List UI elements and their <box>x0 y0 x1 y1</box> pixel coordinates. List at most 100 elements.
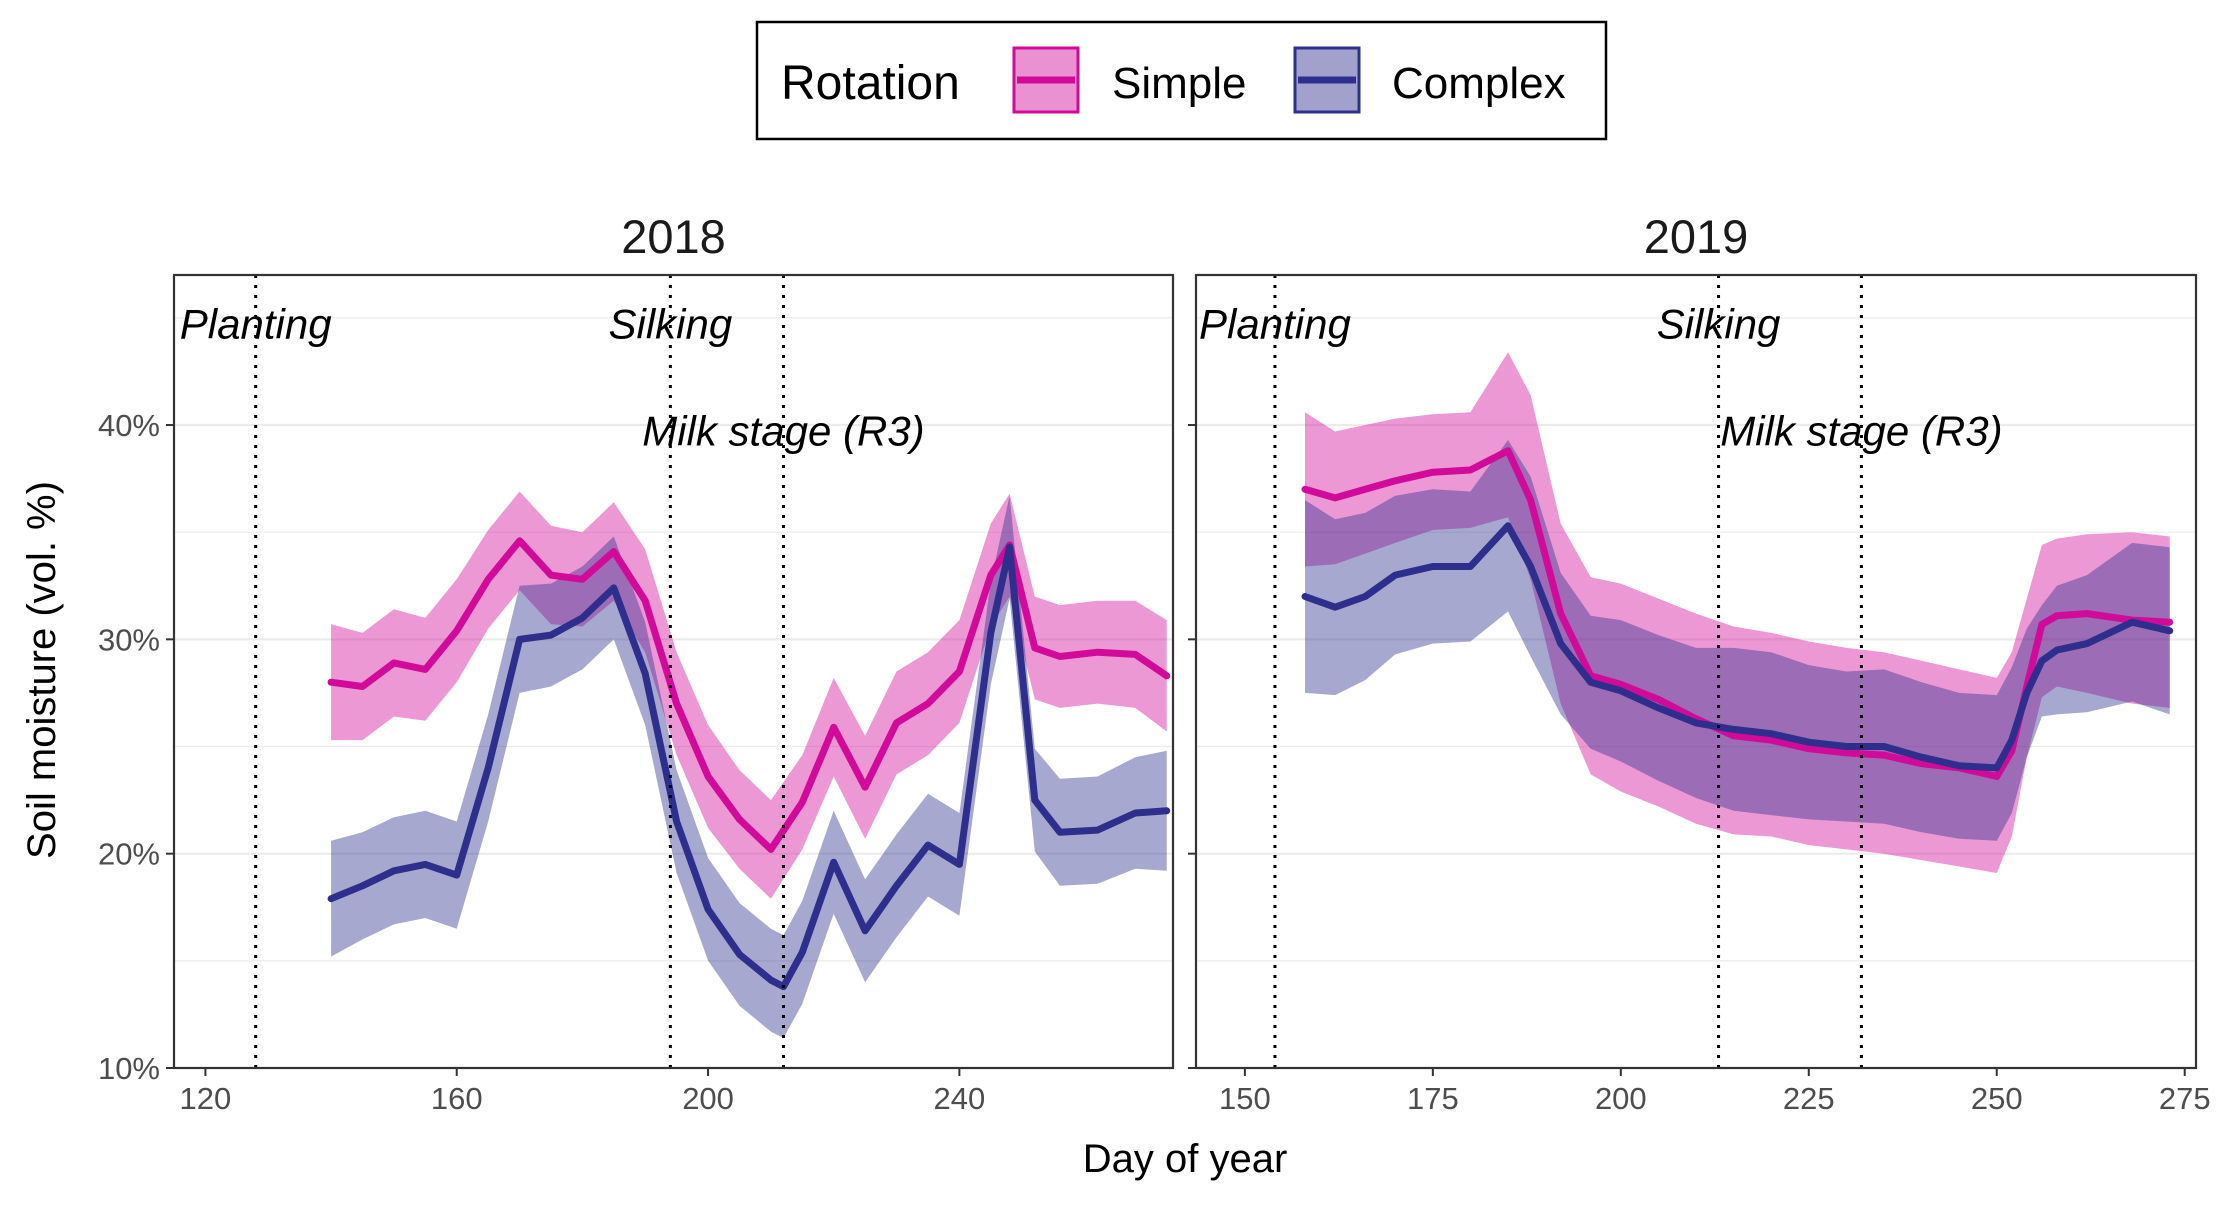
point-simple <box>1302 486 1308 492</box>
point-complex <box>2167 628 2173 634</box>
ribbon-complex <box>1305 440 2170 841</box>
x-tick-label: 120 <box>180 1081 232 1116</box>
point-complex <box>422 861 428 867</box>
point-simple <box>2039 621 2045 627</box>
point-simple <box>1132 651 1138 657</box>
point-simple <box>862 784 868 790</box>
point-simple <box>548 572 554 578</box>
point-simple <box>359 684 365 690</box>
point-simple <box>1332 495 1338 501</box>
point-complex <box>2084 641 2090 647</box>
x-tick-label: 175 <box>1407 1081 1459 1116</box>
point-simple <box>1095 649 1101 655</box>
annotation-label: Milk stage (R3) <box>1720 407 2002 454</box>
point-simple <box>1655 696 1661 702</box>
annotation-label: Silking <box>608 300 732 347</box>
point-complex <box>454 872 460 878</box>
x-axis-title: Day of year <box>1083 1137 1288 1181</box>
point-complex <box>1693 720 1699 726</box>
y-tick-label: 30% <box>98 622 160 657</box>
point-complex <box>611 585 617 591</box>
point-simple <box>674 701 680 707</box>
legend-key-simple <box>1012 46 1080 114</box>
point-complex <box>2054 647 2060 653</box>
point-complex <box>485 765 491 771</box>
point-simple <box>1919 761 1925 767</box>
point-complex <box>1618 688 1624 694</box>
series-line-complex <box>1301 522 2174 772</box>
ribbon-complex <box>331 495 1167 1038</box>
point-complex <box>1731 726 1737 732</box>
x-tick-label: 150 <box>1219 1081 1271 1116</box>
point-complex <box>359 883 365 889</box>
point-complex <box>705 906 711 912</box>
point-complex <box>1430 563 1436 569</box>
point-simple <box>485 576 491 582</box>
point-simple <box>736 816 742 822</box>
point-simple <box>1164 673 1170 679</box>
panel-title-2018: 2018 <box>621 210 726 263</box>
point-complex <box>1558 641 1564 647</box>
point-complex <box>1588 679 1594 685</box>
point-complex <box>768 977 774 983</box>
point-simple <box>1618 681 1624 687</box>
x-tick-label: 200 <box>1595 1081 1647 1116</box>
legend-title: Rotation <box>781 57 960 110</box>
y-tick-label: 40% <box>98 408 160 443</box>
point-simple <box>925 701 931 707</box>
point-simple <box>422 666 428 672</box>
point-simple <box>1994 774 2000 780</box>
point-complex <box>831 859 837 865</box>
legend-key-complex <box>1293 46 1361 114</box>
x-tick-label: 160 <box>431 1081 483 1116</box>
point-simple <box>2084 611 2090 617</box>
point-simple <box>799 799 805 805</box>
point-simple <box>1806 746 1812 752</box>
point-complex <box>1768 731 1774 737</box>
annotation-label: Planting <box>180 300 332 347</box>
point-complex <box>1032 797 1038 803</box>
point-simple <box>1768 737 1774 743</box>
annotation-label: Silking <box>1657 300 1781 347</box>
x-tick-label: 225 <box>1783 1081 1835 1116</box>
point-simple <box>642 598 648 604</box>
point-complex <box>674 819 680 825</box>
point-simple <box>1430 469 1436 475</box>
point-simple <box>611 548 617 554</box>
y-axis-title: Soil moisture (vol. %) <box>20 481 64 859</box>
x-tick-label: 200 <box>682 1081 734 1116</box>
point-complex <box>1806 739 1812 745</box>
y-tick-label: 10% <box>98 1051 160 1086</box>
point-simple <box>391 660 397 666</box>
point-complex <box>2024 690 2030 696</box>
point-complex <box>579 615 585 621</box>
series-line-simple <box>327 537 1171 853</box>
point-simple <box>454 628 460 634</box>
point-complex <box>925 842 931 848</box>
point-simple <box>517 538 523 544</box>
point-simple <box>328 679 334 685</box>
panels: 2018 Planting Silking Milk stage (R3) 10% 20%… <box>98 210 2211 1116</box>
point-complex <box>1057 829 1063 835</box>
panel-border <box>1194 273 2198 1070</box>
point-complex <box>1467 563 1473 569</box>
point-complex <box>1881 744 1887 750</box>
point-simple <box>1057 653 1063 659</box>
point-complex <box>1095 827 1101 833</box>
point-complex <box>2009 737 2015 743</box>
point-complex <box>2129 619 2135 625</box>
legend-label-complex: Complex <box>1392 59 1566 108</box>
point-complex <box>1843 744 1849 750</box>
series-line-simple <box>1301 447 2174 780</box>
annotation-label: Milk stage (R3) <box>642 407 924 454</box>
point-simple <box>705 774 711 780</box>
point-complex <box>1994 765 2000 771</box>
point-simple <box>831 724 837 730</box>
annotation-label: Planting <box>1199 300 1351 347</box>
point-complex <box>1007 544 1013 550</box>
point-complex <box>1164 808 1170 814</box>
point-complex <box>1919 754 1925 760</box>
panel-2018: 2018 Planting Silking Milk stage (R3) 10% 20%… <box>98 210 1175 1116</box>
